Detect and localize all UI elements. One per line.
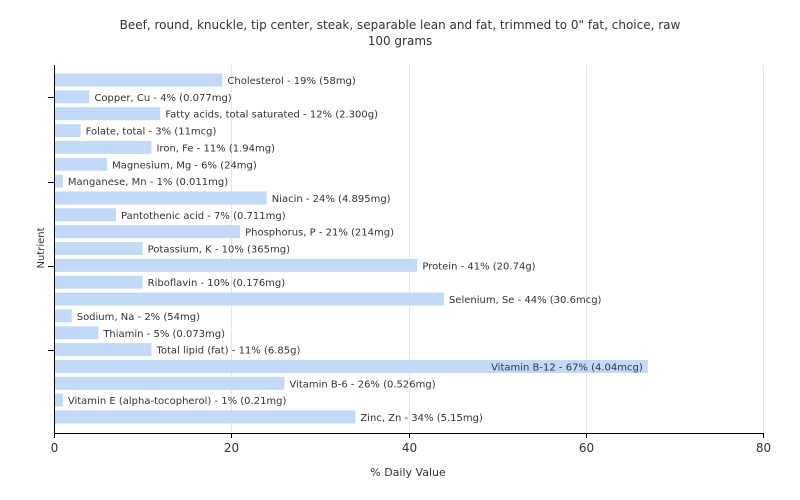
- bar: [54, 393, 63, 407]
- x-tick-label: 20: [224, 441, 239, 455]
- bar: [54, 376, 285, 390]
- bar-label: Protein - 41% (20.74g): [422, 261, 535, 272]
- bar: [54, 140, 152, 154]
- bar: [54, 326, 99, 340]
- x-tick-label: 40: [402, 441, 417, 455]
- bar-label: Pantothenic acid - 7% (0.711mg): [121, 211, 286, 222]
- bar: [54, 174, 63, 188]
- bar-label: Riboflavin - 10% (0.176mg): [148, 278, 286, 289]
- bar-label: Copper, Cu - 4% (0.077mg): [94, 93, 231, 104]
- bar-label: Zinc, Zn - 34% (5.15mg): [360, 413, 483, 424]
- bar-label: Total lipid (fat) - 11% (6.85g): [155, 346, 300, 357]
- x-tick-label: 0: [51, 441, 59, 455]
- bar-labels: Cholesterol - 19% (58mg) Copper, Cu - 4% …: [68, 76, 643, 424]
- bar: [54, 157, 108, 171]
- bar-label: Potassium, K - 10% (365mg): [148, 245, 290, 256]
- bar: [54, 309, 72, 323]
- bar: [54, 225, 241, 239]
- bars: [54, 73, 648, 424]
- bar-label: Cholesterol - 19% (58mg): [227, 76, 356, 87]
- bar-label: Sodium, Na - 2% (54mg): [77, 312, 200, 323]
- x-axis-title: % Daily Value: [370, 466, 446, 479]
- bar-label: Manganese, Mn - 1% (0.011mg): [68, 177, 228, 188]
- bar-label: Vitamin B-6 - 26% (0.526mg): [289, 379, 435, 390]
- bar-label: Niacin - 24% (4.895mg): [272, 194, 391, 205]
- bar: [54, 73, 223, 87]
- x-tick-label: 60: [579, 441, 594, 455]
- bar: [54, 343, 152, 357]
- y-axis-title: Nutrient: [36, 227, 47, 268]
- bar: [54, 124, 81, 138]
- bar: [54, 410, 356, 424]
- bar: [54, 107, 161, 121]
- bar-label: Magnesium, Mg - 6% (24mg): [112, 160, 257, 171]
- bar: [54, 191, 267, 205]
- bar: [54, 258, 418, 272]
- bar: [54, 359, 648, 373]
- bar-label: Folate, total - 3% (11mcg): [86, 127, 217, 138]
- chart-title: Beef, round, knuckle, tip center, steak,…: [119, 18, 681, 32]
- bar: [54, 90, 90, 104]
- x-tick-label: 80: [756, 441, 771, 455]
- bar-label: Fatty acids, total saturated - 12% (2.30…: [165, 110, 378, 121]
- axes: 0 20 40 60 80: [48, 65, 771, 455]
- bar: [54, 208, 117, 222]
- bar: [54, 242, 143, 255]
- bar: [54, 275, 143, 289]
- bar-label: Selenium, Se - 44% (30.6mcg): [449, 295, 602, 306]
- chart-subtitle: 100 grams: [367, 34, 433, 48]
- bar-label: Iron, Fe - 11% (1.94mg): [156, 143, 275, 154]
- bar: [54, 292, 444, 306]
- bar-label: Phosphorus, P - 21% (214mg): [245, 228, 394, 239]
- bar-label: Vitamin B-12 - 67% (4.04mcg): [491, 362, 643, 373]
- bar-label: Thiamin - 5% (0.073mg): [102, 329, 225, 340]
- bar-label: Vitamin E (alpha-tocopherol) - 1% (0.21m…: [68, 396, 287, 407]
